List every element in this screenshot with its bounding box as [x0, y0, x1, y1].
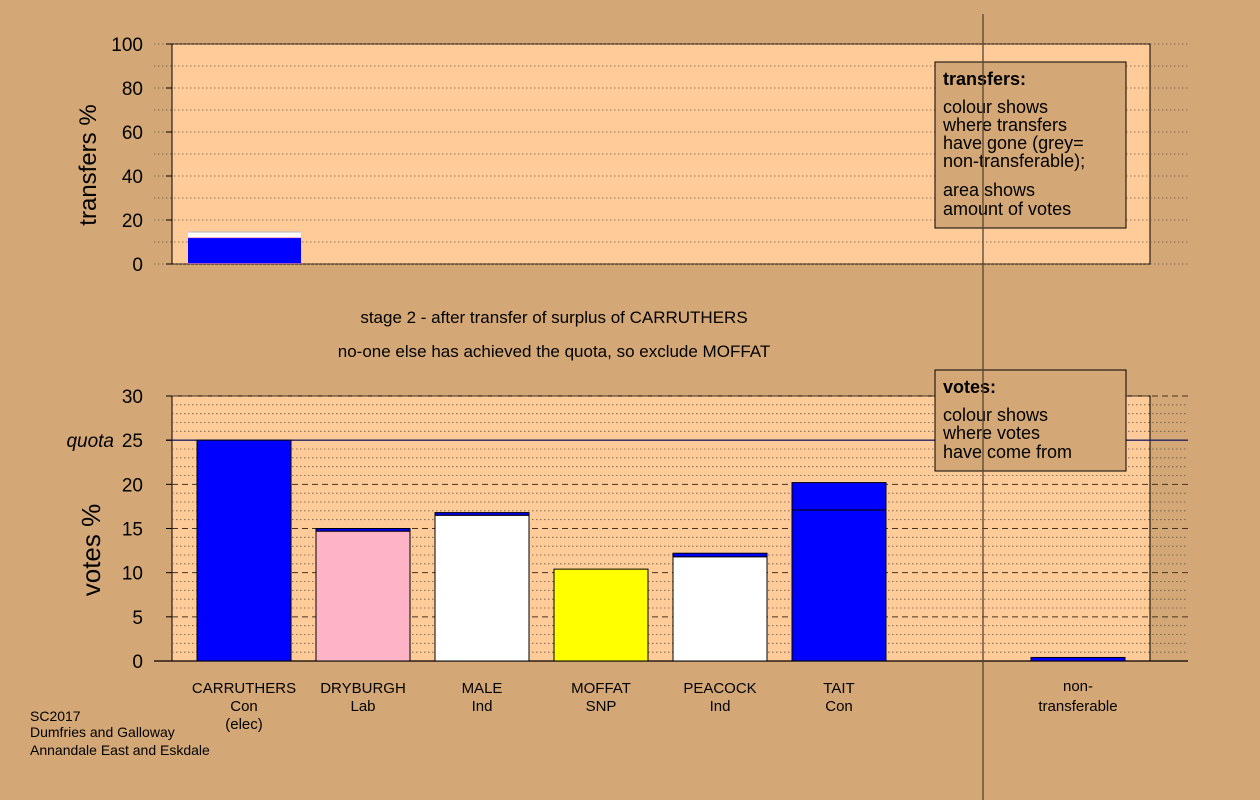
- category-label: PEACOCK: [683, 680, 756, 697]
- vote-bar-segment: [434, 512, 530, 516]
- y-tick-label: 10: [122, 564, 143, 585]
- transfer-segment: [188, 263, 301, 264]
- transfers-legend-line: amount of votes: [943, 199, 1071, 219]
- nontransferable-bar: [1030, 656, 1126, 662]
- party-label: Con: [825, 698, 853, 715]
- party-label: Lab: [350, 698, 375, 715]
- transfer-segment: [188, 236, 301, 239]
- vote-bar-segment: [434, 514, 530, 662]
- status-label: (elec): [225, 716, 263, 733]
- vote-bar-segment: [315, 530, 411, 662]
- transfer-segment: [188, 234, 301, 237]
- party-label: Ind: [710, 698, 731, 715]
- category-label: DRYBURGH: [320, 680, 406, 697]
- vote-bar-segment: [553, 568, 649, 662]
- transfer-segment: [188, 232, 301, 235]
- votes-legend-line: have come from: [943, 442, 1072, 462]
- party-label: SNP: [586, 698, 617, 715]
- transfers-legend-line: area shows: [943, 180, 1035, 200]
- votes-legend-title: votes:: [943, 377, 996, 397]
- votes-axis-title: votes %: [76, 504, 106, 597]
- vote-bar-segment: [791, 509, 887, 662]
- transfers-chart: 0 20 40 60 80 100 transfers % transfers: colo…: [75, 35, 1188, 276]
- party-label: Con: [230, 698, 258, 715]
- votes-legend-line: colour shows: [943, 405, 1048, 425]
- y-tick-label: 0: [132, 255, 143, 276]
- votes-legend: votes: colour shows where votes have com…: [934, 369, 1127, 472]
- y-tick-label: 25: [122, 431, 143, 452]
- vote-bar-segment: [791, 482, 887, 511]
- footer-line: Dumfries and Galloway: [30, 724, 175, 740]
- transfers-legend: transfers: colour shows where transfers …: [934, 61, 1127, 229]
- y-tick-label: 20: [122, 211, 143, 232]
- nontransferable-label: transferable: [1038, 698, 1117, 715]
- category-label: MALE: [462, 680, 503, 697]
- quota-label: quota: [66, 431, 114, 452]
- nontransferable-label: non-: [1063, 678, 1093, 695]
- y-tick-label: 80: [122, 79, 143, 100]
- transfers-legend-line: colour shows: [943, 97, 1048, 117]
- transfers-legend-title: transfers:: [943, 69, 1026, 89]
- y-tick-label: 20: [122, 475, 143, 496]
- y-tick-label: 60: [122, 123, 143, 144]
- vote-bar-segment: [315, 528, 411, 532]
- category-label: MOFFAT: [571, 680, 631, 697]
- vote-bar-segment: [672, 552, 768, 558]
- y-tick-label: 30: [122, 387, 143, 408]
- y-tick-label: 15: [122, 520, 143, 541]
- category-label: CARRUTHERS: [192, 680, 296, 697]
- vote-bar-segment: [196, 439, 292, 662]
- transfers-axis-title: transfers %: [75, 104, 102, 225]
- transfer-segment: [188, 238, 301, 264]
- y-tick-label: 5: [132, 608, 143, 629]
- category-label: TAIT: [823, 680, 854, 697]
- y-tick-label: 100: [111, 35, 143, 56]
- footer-line: SC2017: [30, 708, 81, 724]
- transfers-legend-line: where transfers: [942, 115, 1067, 135]
- exclusion-note: no-one else has achieved the quota, so e…: [338, 342, 771, 361]
- vote-bar-segment: [672, 556, 768, 662]
- party-label: Ind: [472, 698, 493, 715]
- votes-legend-line: where votes: [942, 423, 1040, 443]
- footer-line: Annandale East and Eskdale: [30, 742, 210, 758]
- transfers-legend-line: have gone (grey=: [943, 133, 1084, 153]
- footer: SC2017 Dumfries and Galloway Annandale E…: [30, 708, 210, 758]
- y-tick-label: 40: [122, 167, 143, 188]
- y-tick-label: 0: [132, 652, 143, 673]
- transfer-segment: [188, 231, 301, 233]
- stage-note: stage 2 - after transfer of surplus of C…: [360, 308, 747, 327]
- transfers-legend-line: non-transferable);: [943, 151, 1085, 171]
